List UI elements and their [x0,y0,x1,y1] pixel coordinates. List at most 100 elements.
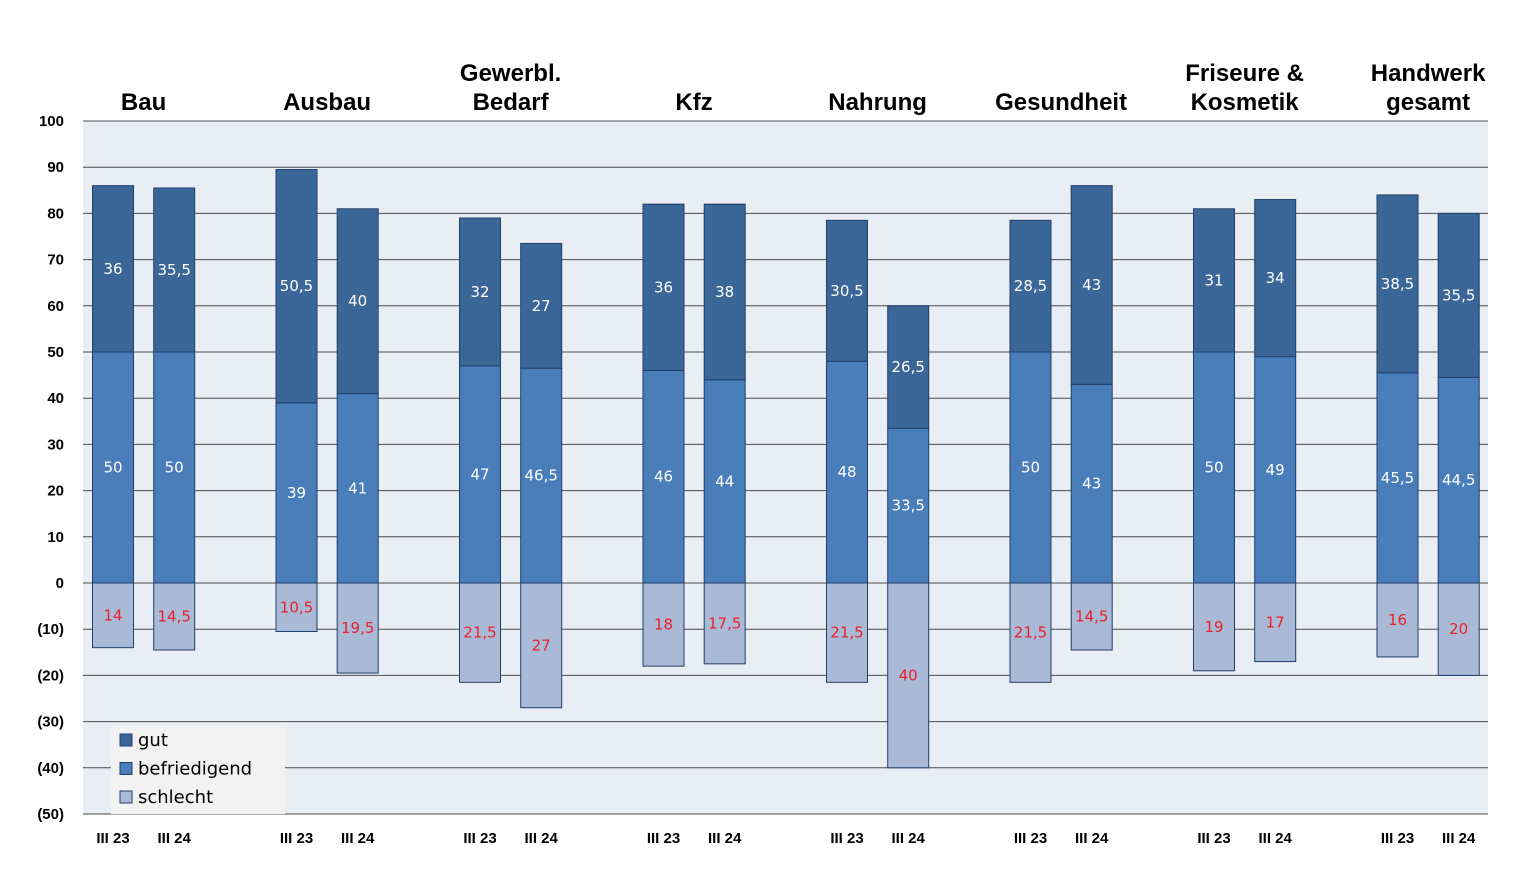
group-title: Gewerbl. [460,60,561,87]
data-label-befriedigend: 47 [470,465,489,483]
legend-label-schlecht: schlecht [138,787,213,808]
data-label-befriedigend: 44,5 [1442,471,1475,489]
bar-gut [520,242,563,369]
y-tick-label: (50) [37,806,64,823]
bar-schlecht [275,582,318,633]
data-label-befriedigend: 46 [654,468,673,486]
bar-gut [1437,212,1480,378]
x-tick-label: III 24 [158,830,192,847]
data-label-gut: 28,5 [1014,277,1047,295]
bar-schlecht [642,582,685,667]
bar-gut [703,203,746,381]
group-title: Kfz [675,89,712,116]
x-tick-label: III 23 [280,830,313,847]
data-label-gut: 35,5 [157,261,190,279]
bar-befriedigend [703,379,746,584]
group-title: gesamt [1386,89,1470,116]
bar-gut [92,185,134,353]
data-label-gut: 36 [654,278,673,296]
data-label-gut: 36 [103,260,122,278]
bar-schlecht [459,582,501,683]
data-label-befriedigend: 44 [715,472,734,490]
bar-schlecht [153,582,196,651]
y-tick-label: 100 [39,113,64,130]
bar-schlecht [1437,582,1480,676]
x-tick-label: III 24 [1259,830,1293,847]
data-label-befriedigend: 41 [348,479,367,497]
bar-schlecht [1070,582,1113,651]
x-tick-label: III 24 [1442,830,1476,847]
group-title: Friseure & [1185,60,1304,87]
data-label-gut: 35,5 [1442,286,1475,304]
x-tick-label: III 23 [463,830,496,847]
x-axis-ticks: III 23 III 24 III 23 III 24 III 23 III 24 III … [96,830,1476,847]
bar-schlecht [703,582,746,665]
group-title: Nahrung [828,89,927,116]
legend-swatch-schlecht [119,790,133,804]
bar-befriedigend [887,427,930,584]
bar-gut [1009,219,1052,353]
bar-befriedigend [1193,351,1235,584]
y-tick-label: (20) [37,667,64,684]
legend: gut befriedigend schlecht [111,726,285,814]
bar-gut [642,203,685,371]
bar-befriedigend [642,369,685,584]
data-label-schlecht: 19 [1204,618,1223,636]
bar-schlecht [520,582,563,709]
group-title: Handwerk [1371,60,1486,87]
legend-box [111,726,285,814]
data-label-schlecht: 21,5 [1014,624,1047,642]
x-tick-label: III 23 [647,830,680,847]
data-label-gut: 31 [1204,271,1223,289]
bar-befriedigend [1437,376,1480,584]
data-label-schlecht: 17 [1266,613,1285,631]
x-tick-label: III 24 [341,830,375,847]
x-tick-label: III 23 [830,830,863,847]
data-label-gut: 34 [1266,269,1285,287]
bar-schlecht [1009,582,1052,683]
bar-befriedigend [1254,356,1297,584]
group-title: Bau [121,89,166,116]
y-tick-label: 50 [47,344,64,361]
data-label-schlecht: 14,5 [1075,607,1108,625]
x-tick-label: III 24 [1075,830,1109,847]
data-label-gut: 27 [532,297,551,315]
bar-befriedigend [275,402,318,584]
data-label-befriedigend: 50 [1204,459,1223,477]
x-tick-label: III 23 [1197,830,1230,847]
group-title: Gesundheit [995,89,1127,116]
group-title: Bedarf [473,89,550,116]
legend-label-befriedigend: befriedigend [138,759,252,780]
y-tick-label: 70 [47,252,64,269]
data-label-befriedigend: 39 [287,484,306,502]
data-label-schlecht: 16 [1388,611,1407,629]
data-label-schlecht: 19,5 [341,619,374,637]
y-tick-label: 60 [47,298,64,315]
y-tick-label: 0 [56,575,64,592]
data-label-befriedigend: 49 [1266,461,1285,479]
bars: 36 50 14 35,5 50 14,5 50,5 39 10,5 40 41 19,5 32 47 21… [92,169,1480,769]
data-label-befriedigend: 45,5 [1381,469,1414,487]
y-tick-label: 90 [47,159,64,176]
data-label-befriedigend: 43 [1082,475,1101,493]
bar-schlecht [1376,582,1419,658]
data-label-befriedigend: 46,5 [524,467,557,485]
data-label-gut: 38 [715,283,734,301]
data-label-gut: 30,5 [830,282,863,300]
data-label-befriedigend: 50 [103,459,122,477]
data-label-schlecht: 14,5 [157,607,190,625]
bar-gut [153,187,196,353]
bar-befriedigend [826,360,868,584]
data-label-schlecht: 20 [1449,620,1468,638]
data-label-schlecht: 14 [103,606,122,624]
bar-gut [459,217,501,367]
data-label-befriedigend: 50 [165,459,184,477]
data-label-gut: 50,5 [280,277,313,295]
data-label-befriedigend: 33,5 [891,497,924,515]
data-label-befriedigend: 50 [1021,459,1040,477]
bar-gut [1376,194,1419,374]
bar-gut [1254,199,1297,358]
bar-gut [1193,208,1235,353]
x-tick-label: III 23 [96,830,129,847]
data-label-schlecht: 40 [899,666,918,684]
